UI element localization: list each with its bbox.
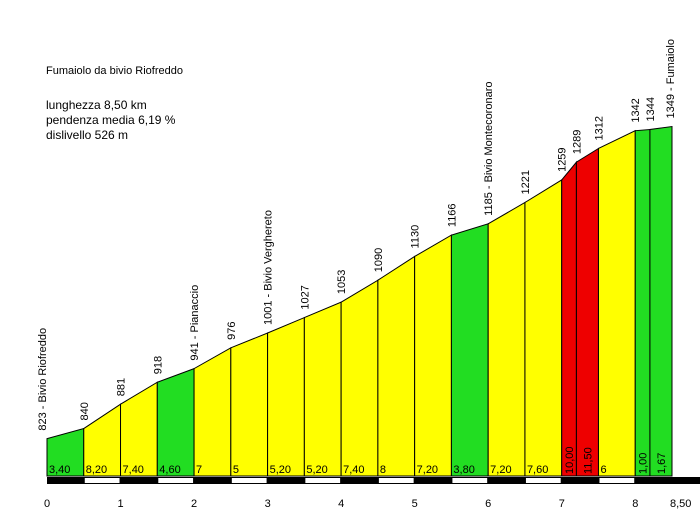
segment-14 xyxy=(561,160,577,477)
segment-gradient-label: 4,60 xyxy=(159,464,180,476)
chart-title: Fumaiolo da bivio Riofreddo xyxy=(46,65,183,77)
elevation-label: 1349 - Fumaiolo xyxy=(665,39,677,119)
segment-5 xyxy=(230,332,269,477)
elevation-label: 1289 xyxy=(571,130,583,154)
elevation-label: 941 - Pianaccio xyxy=(189,285,201,361)
axis-stripe xyxy=(378,478,414,483)
axis-stripe xyxy=(231,478,267,483)
segment-12 xyxy=(487,201,526,477)
axis-stripe xyxy=(525,478,561,483)
elevation-labels-layer: 823 - Bivio Riofreddo 840 881 918 941 - Pian… xyxy=(37,39,677,431)
elevation-label: 881 xyxy=(116,378,128,396)
elevation-gain-label: dislivello 526 m xyxy=(46,128,129,142)
segment-18 xyxy=(649,125,673,477)
x-tick-label: 3 xyxy=(265,498,271,510)
segment-gradient-label: 10,00 xyxy=(564,446,576,474)
segment-16 xyxy=(597,129,636,477)
segment-gradient-label: 3,40 xyxy=(49,464,70,476)
segment-8 xyxy=(340,279,379,477)
segment-gradient-label: 11,50 xyxy=(582,447,594,474)
elevation-label: 1001 - Bivio Verghereto xyxy=(263,210,275,325)
elevation-label: 976 xyxy=(226,321,238,339)
axis-bar xyxy=(47,477,700,484)
elevation-label: 1053 xyxy=(336,270,348,294)
elevation-label: 1221 xyxy=(520,170,532,194)
axis-stripe xyxy=(452,478,488,483)
elevation-label: 840 xyxy=(79,402,91,420)
segment-6 xyxy=(267,316,305,477)
segment-gradient-label: 7,60 xyxy=(527,464,548,476)
x-tick-label: 8 xyxy=(632,498,638,510)
segment-gradient-label: 7,40 xyxy=(123,464,144,476)
elevation-label: 1344 xyxy=(645,97,657,121)
segment-9 xyxy=(377,255,416,477)
elevation-label: 918 xyxy=(152,356,164,374)
climb-summary: lunghezza 8,50 km pendenza media 6,19 % … xyxy=(46,98,175,143)
x-tick-label: 2 xyxy=(191,498,197,510)
elevation-label: 1027 xyxy=(299,285,311,309)
segment-gradient-label: 7,20 xyxy=(490,464,511,476)
x-tick-label: 7 xyxy=(559,498,565,510)
segment-3 xyxy=(156,367,195,477)
x-tick-label: 5 xyxy=(412,498,418,510)
elevation-label: 1185 - Bivio Montecoronaro xyxy=(483,82,495,216)
x-tick-label: 0 xyxy=(44,498,50,510)
avg-gradient-label: pendenza media 6,19 % xyxy=(46,113,176,127)
segment-gradient-label: 8 xyxy=(380,464,386,476)
segment-15 xyxy=(575,147,599,477)
x-tick-label: 6 xyxy=(485,498,491,510)
segments-layer xyxy=(46,125,673,477)
x-tick-label: 8,50 xyxy=(670,498,691,510)
distance-axis: 0 1 2 3 4 5 6 7 8 8,50 xyxy=(44,477,700,510)
elevation-label: 1259 xyxy=(557,147,569,171)
segment-gradient-label: 1,67 xyxy=(656,453,668,474)
gradient-labels-layer: 3,40 8,20 7,40 4,60 7 5 5,20 5,20 7,40 8 7,20 3,80 7… xyxy=(49,446,668,476)
segment-13 xyxy=(524,179,563,477)
elevation-label: 1130 xyxy=(410,225,422,249)
segment-11 xyxy=(450,223,489,477)
segment-gradient-label: 1,00 xyxy=(638,453,650,474)
segment-gradient-label: 8,20 xyxy=(86,464,107,476)
elevation-label: 1342 xyxy=(630,98,642,122)
elevation-label: 823 - Bivio Riofreddo xyxy=(37,328,49,431)
elevation-label: 1090 xyxy=(373,248,385,272)
segment-gradient-label: 6 xyxy=(600,464,606,476)
segment-gradient-label: 5,20 xyxy=(306,464,327,476)
elevation-label: 1312 xyxy=(593,116,605,140)
segment-4 xyxy=(193,346,232,477)
segment-gradient-label: 5 xyxy=(233,464,239,476)
segment-gradient-label: 7 xyxy=(196,464,202,476)
elevation-label: 1166 xyxy=(446,203,458,227)
axis-stripe xyxy=(305,478,341,483)
segment-gradient-label: 3,80 xyxy=(453,464,474,476)
x-tick-label: 1 xyxy=(118,498,124,510)
segment-7 xyxy=(303,301,342,477)
segment-gradient-label: 7,40 xyxy=(343,464,364,476)
axis-stripe xyxy=(84,478,120,483)
x-tick-label: 4 xyxy=(338,498,344,510)
length-label: lunghezza 8,50 km xyxy=(46,98,147,112)
axis-stripe xyxy=(158,478,194,483)
segment-10 xyxy=(414,234,452,477)
segment-gradient-label: 5,20 xyxy=(270,464,291,476)
axis-stripe xyxy=(599,478,635,483)
segment-gradient-label: 7,20 xyxy=(417,464,438,476)
segment-17 xyxy=(634,128,651,477)
